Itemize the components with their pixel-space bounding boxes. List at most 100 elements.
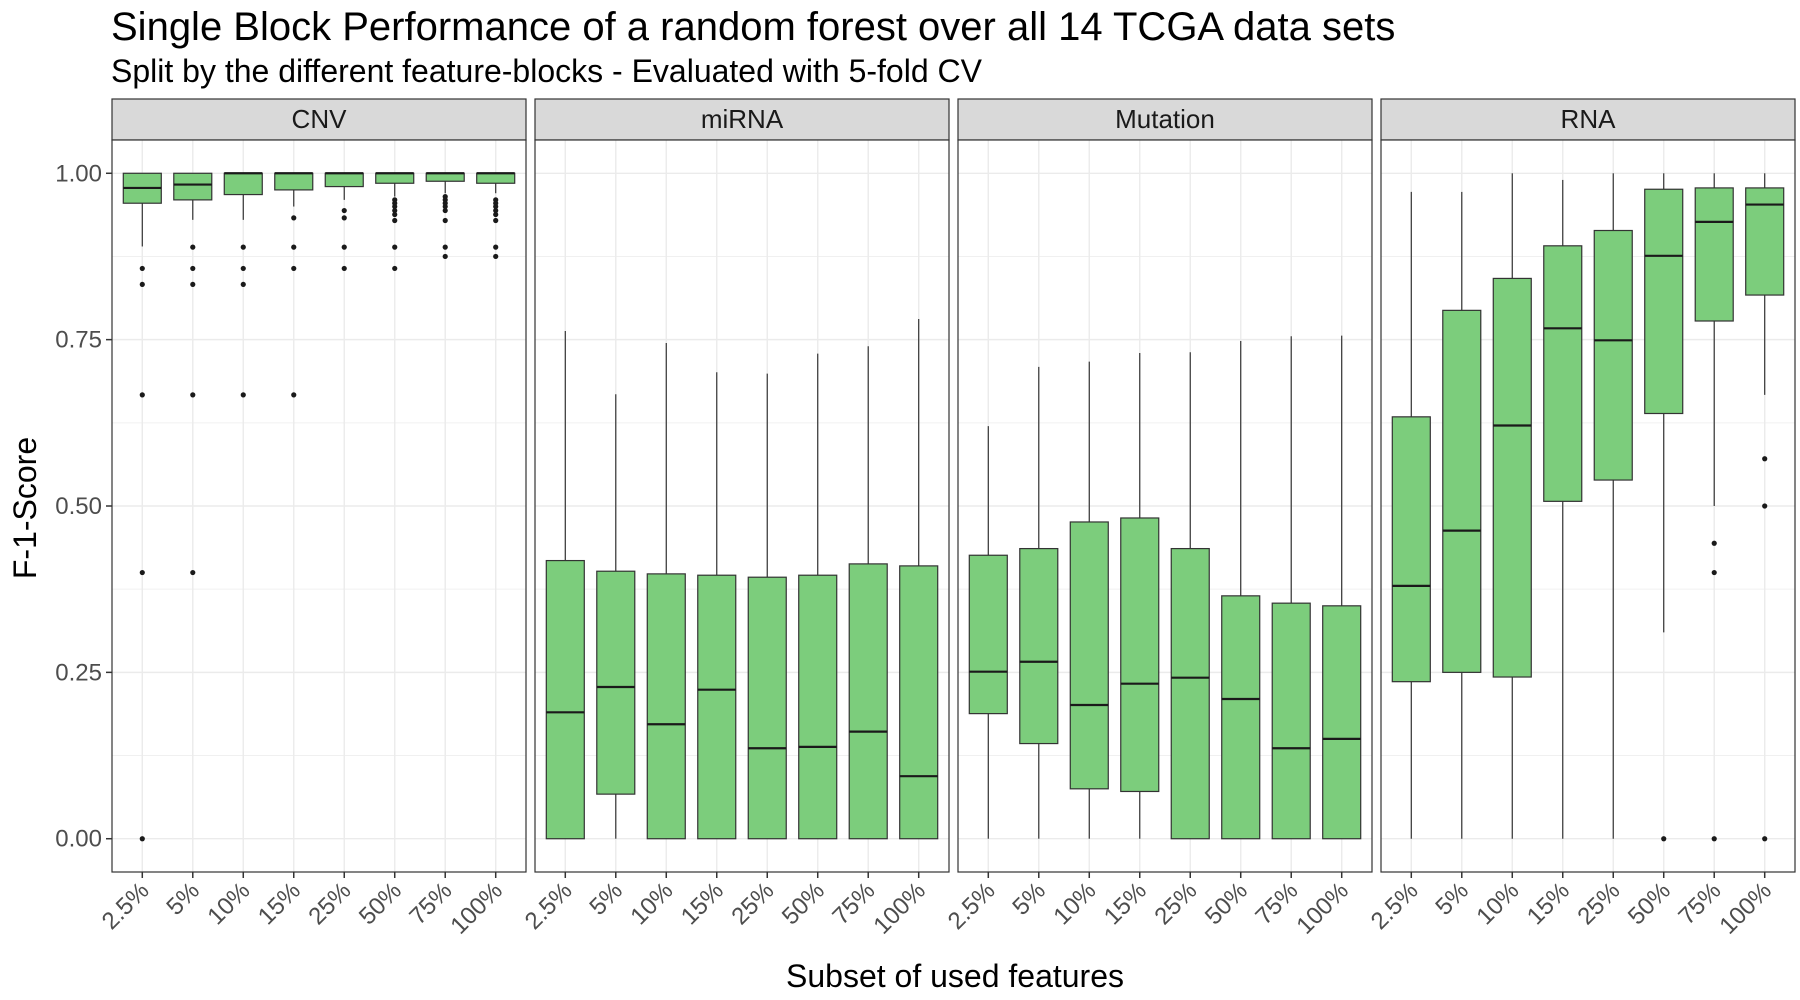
box-rna-3	[1543, 179, 1583, 839]
outlier-point	[341, 215, 347, 221]
box-cnv-5	[375, 172, 415, 272]
box-iqr	[1019, 547, 1059, 745]
y-tick-label: 0.75	[55, 327, 102, 354]
outlier-point	[392, 265, 398, 272]
x-tick-label: 50%	[1200, 877, 1253, 930]
outlier-point	[442, 207, 448, 214]
box-mirna-2	[646, 342, 686, 840]
box-iqr	[1745, 187, 1785, 296]
box-mirna-0	[545, 330, 585, 840]
x-tick-label: 15%	[676, 877, 729, 930]
x-tick-label: 25%	[1572, 877, 1625, 930]
x-tick-label: 50%	[1623, 877, 1676, 930]
box-iqr	[545, 559, 585, 840]
outlier-point	[139, 569, 145, 576]
outlier-point	[341, 265, 347, 272]
box-iqr	[798, 574, 838, 840]
outlier-point	[493, 244, 499, 250]
box-iqr	[274, 172, 314, 191]
panel-border	[1380, 139, 1796, 873]
outlier-point	[190, 392, 196, 398]
box-iqr	[848, 563, 888, 840]
x-tick-label: 50%	[777, 877, 830, 930]
box-rna-1	[1442, 191, 1482, 839]
chart-subtitle: Split by the different feature-blocks - …	[111, 53, 982, 89]
panel-border	[111, 139, 527, 873]
x-tick-label: 25%	[1149, 877, 1202, 930]
outlier-point	[139, 836, 145, 842]
facet-strip	[111, 98, 527, 141]
outlier-point	[392, 244, 398, 250]
box-iqr	[968, 554, 1008, 715]
box-iqr	[596, 570, 636, 795]
facet-strip-label: Mutation	[1115, 104, 1215, 134]
x-tick-label: 10%	[1048, 877, 1101, 930]
box-iqr	[1391, 416, 1431, 683]
box-iqr	[173, 172, 213, 201]
outlier-point	[190, 244, 196, 250]
outlier-point	[139, 281, 145, 288]
outlier-point	[493, 211, 499, 218]
outlier-point	[1711, 569, 1717, 576]
box-iqr	[1694, 187, 1734, 322]
outlier-point	[442, 244, 448, 250]
box-iqr	[1322, 605, 1362, 840]
facet-strip	[1380, 98, 1796, 141]
outlier-point	[392, 207, 398, 214]
outlier-point	[442, 193, 448, 200]
box-mutation-5	[1221, 340, 1261, 840]
x-tick-label: 2.5%	[1366, 877, 1424, 935]
x-tick-label: 10%	[625, 877, 678, 930]
box-iqr	[899, 565, 939, 840]
box-iqr	[1492, 277, 1532, 678]
box-iqr	[646, 573, 686, 840]
box-mutation-6	[1271, 336, 1311, 840]
box-mirna-3	[697, 372, 737, 840]
outlier-point	[139, 392, 145, 398]
x-tick-label: 15%	[1522, 877, 1575, 930]
outlier-point	[240, 281, 246, 288]
box-mirna-4	[747, 373, 787, 840]
box-iqr	[1543, 245, 1583, 502]
outlier-point	[442, 217, 448, 224]
outlier-point	[139, 265, 145, 272]
y-tick-label: 0.50	[55, 493, 102, 520]
box-cnv-6	[425, 172, 465, 260]
outlier-point	[240, 265, 246, 272]
x-tick-label: 100%	[445, 877, 508, 940]
x-tick-label: 15%	[1099, 877, 1152, 930]
box-iqr	[747, 576, 787, 840]
panel-border	[534, 139, 950, 873]
x-tick-label: 5%	[1430, 877, 1474, 921]
x-tick-label: 100%	[868, 877, 931, 940]
x-tick-label: 25%	[303, 877, 356, 930]
outlier-point	[493, 197, 499, 203]
outlier-point	[341, 207, 347, 214]
box-iqr	[1644, 188, 1684, 415]
outlier-point	[493, 207, 499, 214]
outlier-point	[1762, 836, 1768, 842]
box-cnv-2	[223, 172, 263, 398]
box-mutation-3	[1120, 352, 1160, 839]
outlier-point	[291, 244, 297, 250]
panel-border	[957, 139, 1373, 873]
outlier-point	[1762, 503, 1768, 509]
x-tick-label: 10%	[202, 877, 255, 930]
box-mutation-7	[1322, 335, 1362, 840]
x-axis-title: Subset of used features	[786, 958, 1124, 994]
x-tick-label: 100%	[1291, 877, 1354, 940]
x-tick-label: 5%	[1007, 877, 1051, 921]
box-iqr	[1120, 517, 1160, 793]
x-tick-label: 100%	[1714, 877, 1777, 940]
box-cnv-4	[324, 172, 364, 272]
box-rna-4	[1593, 173, 1633, 839]
box-rna-5	[1644, 173, 1684, 842]
facet-strip	[957, 98, 1373, 141]
facet-strip-label: RNA	[1561, 104, 1617, 134]
box-iqr	[476, 172, 516, 184]
outlier-point	[1711, 836, 1717, 842]
outlier-point	[240, 392, 246, 398]
